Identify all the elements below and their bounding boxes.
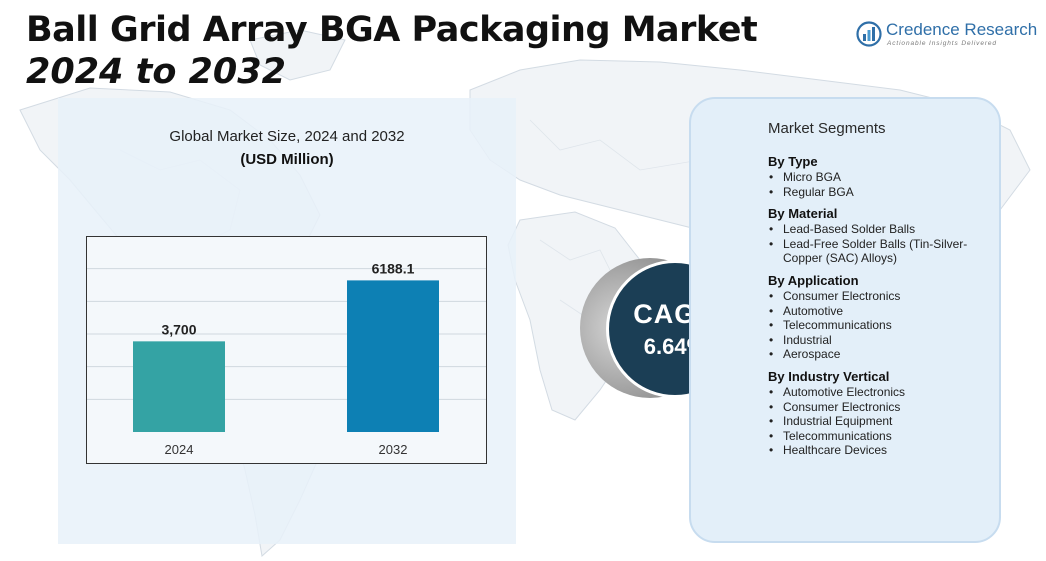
logo-name: Credence Research [886,20,1038,39]
segment-group-title: By Material [768,206,838,222]
segment-item: Regular BGA [768,185,993,200]
segment-item: Lead-Based Solder Balls [768,222,993,237]
segment-items: Lead-Based Solder BallsLead-Free Solder … [768,222,993,266]
segment-item: Consumer Electronics [768,400,993,415]
segment-item: Consumer Electronics [768,289,993,304]
segment-item: Industrial [768,333,993,348]
chart-units: (USD Million) [240,151,334,168]
chart-title: Global Market Size, 2024 and 2032 [169,128,405,145]
segment-item: Telecommunications [768,318,993,333]
segment-group-title: By Type [768,154,818,169]
page-title: Ball Grid Array BGA Packaging Market [26,10,758,50]
segment-group: By ApplicationConsumer ElectronicsAutomo… [768,273,993,362]
logo-tagline: Actionable Insights Delivered [887,40,997,47]
segment-item: Automotive Electronics [768,385,993,400]
segment-item: Industrial Equipment [768,414,993,429]
category-label: 2024 [165,442,194,457]
bar-chart: 3,700 6188.1 2024 2032 [86,236,487,464]
credence-logo-icon [856,21,882,47]
bar-2032 [347,280,439,432]
segment-group-title: By Industry Vertical [768,368,890,384]
segment-items: Automotive ElectronicsConsumer Electroni… [768,385,993,458]
bar-value-label: 3,700 [161,321,196,337]
segment-item: Aerospace [768,347,993,362]
segment-item: Automotive [768,304,993,319]
segment-group: By TypeMicro BGARegular BGA [768,154,993,199]
segment-item: Telecommunications [768,429,993,444]
segments-heading: Market Segments [768,120,886,137]
segment-items: Consumer ElectronicsAutomotiveTelecommun… [768,289,993,362]
credence-research-logo[interactable]: Credence Research Actionable Insights De… [856,18,1038,52]
bar-2024 [133,341,225,432]
segment-item: Lead-Free Solder Balls (Tin-Silver-Coppe… [768,237,993,266]
segment-item: Micro BGA [768,170,993,185]
segment-items: Micro BGARegular BGA [768,170,993,199]
category-label: 2032 [379,442,408,457]
segment-group: By MaterialLead-Based Solder BallsLead-F… [768,206,993,266]
segment-group: By Industry VerticalAutomotive Electroni… [768,369,993,458]
segment-item: Healthcare Devices [768,443,993,458]
segment-group-title: By Application [768,272,859,288]
bar-value-label: 6188.1 [372,260,415,276]
page-subtitle-years: 2024 to 2032 [26,52,286,92]
